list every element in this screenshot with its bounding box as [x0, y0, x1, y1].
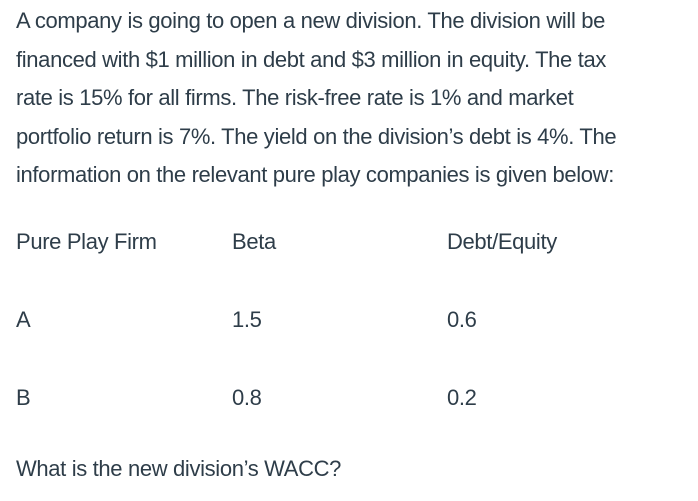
pureplay-table-header-row: Pure Play Firm Beta Debt/Equity: [16, 229, 557, 255]
table-cell-firm: A: [16, 307, 31, 332]
question-paragraph: A company is going to open a new divisio…: [16, 2, 690, 195]
table-header-debt-equity: Debt/Equity: [447, 229, 557, 254]
table-cell-firm: B: [16, 385, 31, 410]
table-cell-debt-equity: 0.6: [447, 307, 477, 332]
table-row: B 0.8 0.2: [16, 385, 477, 411]
paragraph-line: information on the relevant pure play co…: [16, 162, 614, 188]
table-header-firm: Pure Play Firm: [16, 229, 157, 254]
question-prompt: What is the new division’s WACC?: [16, 456, 342, 481]
table-cell-debt-equity: 0.2: [447, 385, 477, 410]
paragraph-line: A company is going to open a new divisio…: [16, 8, 606, 33]
table-header-beta: Beta: [232, 229, 276, 254]
table-row: A 1.5 0.6: [16, 307, 477, 333]
paragraph-line: financed with $1 million in debt and $3 …: [16, 46, 607, 72]
paragraph-line: portfolio return is 7%. The yield on the…: [16, 123, 617, 149]
table-cell-beta: 0.8: [232, 385, 262, 410]
paragraph-line: rate is 15% for all firms. The risk-free…: [16, 85, 574, 111]
table-cell-beta: 1.5: [232, 307, 262, 332]
